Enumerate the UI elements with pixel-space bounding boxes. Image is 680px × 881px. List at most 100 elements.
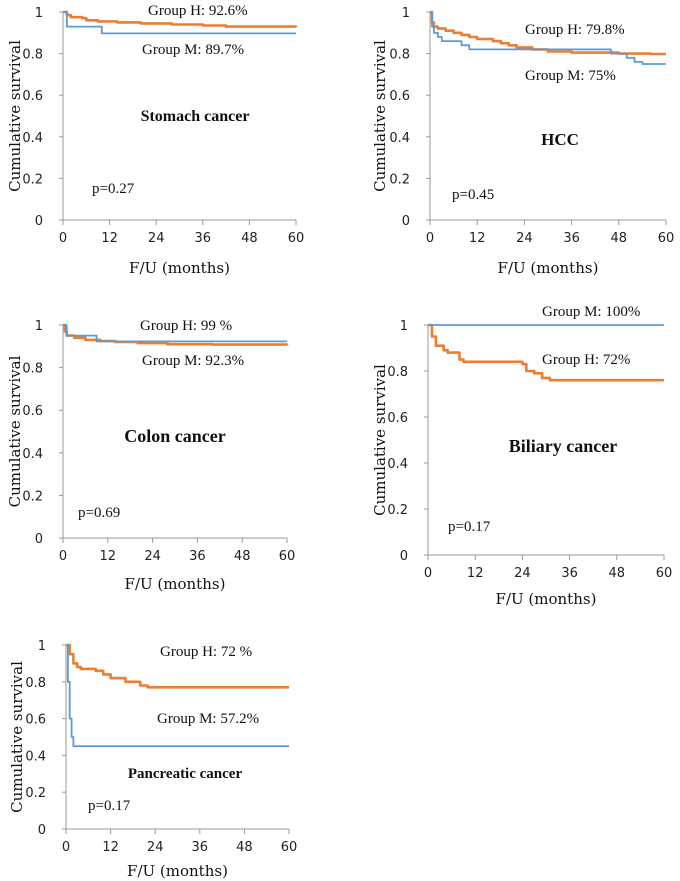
p-value-label: p=0.45 — [452, 187, 494, 203]
x-tick-label: 48 — [609, 566, 626, 581]
x-tick-label: 0 — [59, 231, 67, 246]
x-tick-label: 24 — [514, 566, 531, 581]
km-chart-panel-2: 0 12 24 36 48 60 0 0.2 0.4 0.6 0.8 1 F/U (months) Cum… — [371, 6, 674, 277]
x-tick-label: 36 — [563, 231, 580, 246]
x-axis-title: F/U (months) — [125, 575, 226, 593]
y-tick-label: 0.8 — [22, 48, 43, 63]
y-tick-label: 0.4 — [22, 131, 43, 146]
group-survival-label: Group H: 92.6% — [148, 3, 248, 19]
y-tick-label: 0 — [38, 823, 46, 838]
y-tick-label: 0.2 — [387, 503, 408, 518]
y-tick-label: 1 — [38, 639, 46, 654]
y-axis-title: Cumulative survival — [371, 364, 389, 516]
x-tick-label: 60 — [279, 549, 296, 564]
y-tick-label: 0.2 — [22, 489, 43, 504]
survival-curve-group-m — [63, 11, 296, 35]
survival-curve-group-m — [63, 324, 287, 343]
y-tick-label: 0.6 — [22, 89, 43, 104]
y-axis-title: Cumulative survival — [6, 355, 24, 507]
km-chart-panel-4: 0 12 24 36 48 60 0 0.2 0.4 0.6 0.8 1 F/U (months) Cum… — [371, 304, 672, 608]
y-tick-label: 0.2 — [389, 172, 410, 187]
y-tick-label: 0 — [35, 214, 43, 229]
group-survival-label: Group H: 72% — [542, 352, 630, 368]
y-tick-label: 0.6 — [25, 713, 46, 728]
x-tick-label: 60 — [658, 231, 675, 246]
y-tick-label: 0.8 — [25, 676, 46, 691]
y-tick-label: 0 — [400, 549, 408, 564]
x-tick-label: 0 — [424, 566, 432, 581]
survival-curve-group-h — [428, 323, 664, 382]
group-survival-label: Group H: 99 % — [140, 318, 232, 334]
group-survival-label: Group M: 57.2% — [157, 711, 259, 727]
x-axis-title: F/U (months) — [127, 862, 228, 880]
y-tick-label: 1 — [35, 319, 43, 334]
x-tick-label: 36 — [561, 566, 578, 581]
y-tick-label: 0.4 — [387, 457, 408, 472]
y-tick-label: 0 — [402, 214, 410, 229]
p-value-label: p=0.69 — [78, 505, 120, 521]
y-tick-label: 1 — [402, 6, 410, 21]
x-tick-label: 48 — [241, 231, 258, 246]
km-chart-panel-3: 0 12 24 36 48 60 0 0.2 0.4 0.6 0.8 1 F/U (months) Cum… — [6, 318, 295, 593]
y-tick-label: 0 — [35, 532, 43, 547]
x-tick-label: 12 — [101, 231, 118, 246]
y-tick-label: 0.6 — [22, 404, 43, 419]
x-tick-label: 36 — [195, 231, 212, 246]
x-axis-title: F/U (months) — [498, 259, 599, 277]
survival-curve-group-h — [66, 643, 289, 689]
km-chart-panel-1: 0 12 24 36 48 60 0 0.2 0.4 0.6 0.8 1 F/U (months) Cum… — [6, 3, 304, 277]
chart-title: Pancreatic cancer — [128, 766, 243, 782]
x-tick-label: 60 — [656, 566, 673, 581]
y-tick-label: 0.6 — [387, 411, 408, 426]
survival-curve-group-h — [63, 10, 298, 28]
x-tick-label: 36 — [189, 549, 206, 564]
x-tick-label: 0 — [62, 840, 70, 855]
x-tick-label: 48 — [234, 549, 251, 564]
survival-curve-group-h — [430, 10, 666, 56]
chart-title: HCC — [541, 130, 579, 149]
group-survival-label: Group M: 92.3% — [142, 353, 244, 369]
y-tick-label: 0.4 — [22, 447, 43, 462]
x-tick-label: 12 — [467, 566, 484, 581]
x-tick-label: 0 — [426, 231, 434, 246]
km-chart-panel-5: 0 12 24 36 48 60 0 0.2 0.4 0.6 0.8 1 F/U (months) Cum… — [8, 639, 297, 880]
x-tick-label: 36 — [192, 840, 209, 855]
y-tick-label: 0.4 — [25, 749, 46, 764]
x-tick-label: 12 — [469, 231, 486, 246]
group-survival-label: Group M: 89.7% — [142, 42, 244, 58]
survival-curve-group-m — [66, 644, 289, 748]
y-tick-label: 1 — [400, 319, 408, 334]
y-tick-label: 0.2 — [25, 786, 46, 801]
x-tick-label: 12 — [102, 840, 119, 855]
p-value-label: p=0.17 — [88, 798, 131, 814]
x-tick-label: 48 — [236, 840, 253, 855]
x-tick-label: 24 — [147, 840, 164, 855]
y-tick-label: 1 — [35, 6, 43, 21]
y-tick-label: 0.8 — [22, 362, 43, 377]
chart-title: Biliary cancer — [509, 436, 617, 456]
chart-title: Stomach cancer — [141, 108, 250, 125]
p-value-label: p=0.27 — [92, 181, 135, 197]
x-axis-title: F/U (months) — [129, 259, 230, 277]
y-tick-label: 0.6 — [389, 89, 410, 104]
y-axis-title: Cumulative survival — [6, 40, 24, 192]
x-tick-label: 0 — [59, 549, 67, 564]
y-tick-label: 0.8 — [389, 48, 410, 63]
group-survival-label: Group H: 79.8% — [525, 22, 625, 38]
x-tick-label: 24 — [148, 231, 165, 246]
x-tick-label: 12 — [100, 549, 117, 564]
group-survival-label: Group M: 100% — [542, 304, 640, 320]
x-axis-title: F/U (months) — [496, 590, 597, 608]
y-tick-label: 0.4 — [389, 131, 410, 146]
y-axis-title: Cumulative survival — [8, 661, 26, 813]
x-tick-label: 48 — [611, 231, 628, 246]
chart-title: Colon cancer — [124, 426, 225, 446]
y-axis-title: Cumulative survival — [371, 40, 389, 192]
y-tick-label: 0.8 — [387, 365, 408, 380]
x-tick-label: 24 — [516, 231, 533, 246]
x-tick-label: 60 — [281, 840, 298, 855]
y-tick-label: 0.2 — [22, 172, 43, 187]
x-tick-label: 60 — [288, 231, 305, 246]
p-value-label: p=0.17 — [448, 519, 491, 535]
